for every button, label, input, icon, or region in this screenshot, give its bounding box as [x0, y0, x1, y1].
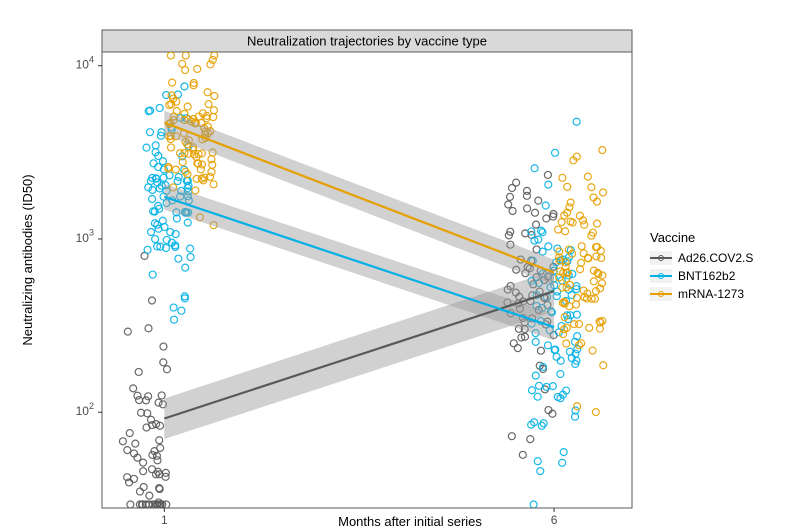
legend-item: mRNA-1273 [650, 287, 753, 301]
legend-key [650, 251, 672, 265]
y-tick-label: 104 [76, 55, 94, 72]
legend-key [650, 269, 672, 283]
legend-label: mRNA-1273 [678, 287, 744, 301]
legend: Vaccine Ad26.COV2.S BNT162b2 mRNA-1273 [650, 230, 753, 305]
y-tick-label: 103 [76, 228, 94, 245]
legend-title: Vaccine [650, 230, 753, 245]
figure: Neutralizing antibodies (ID50) Months af… [0, 0, 800, 530]
legend-item: Ad26.COV2.S [650, 251, 753, 265]
legend-label: Ad26.COV2.S [678, 251, 753, 265]
strip-title: Neutralization trajectories by vaccine t… [247, 33, 487, 48]
x-tick-label: 1 [161, 513, 168, 527]
y-tick-label: 102 [76, 401, 94, 418]
legend-key [650, 287, 672, 301]
legend-label: BNT162b2 [678, 269, 735, 283]
legend-item: BNT162b2 [650, 269, 753, 283]
x-tick-label: 6 [551, 513, 558, 527]
